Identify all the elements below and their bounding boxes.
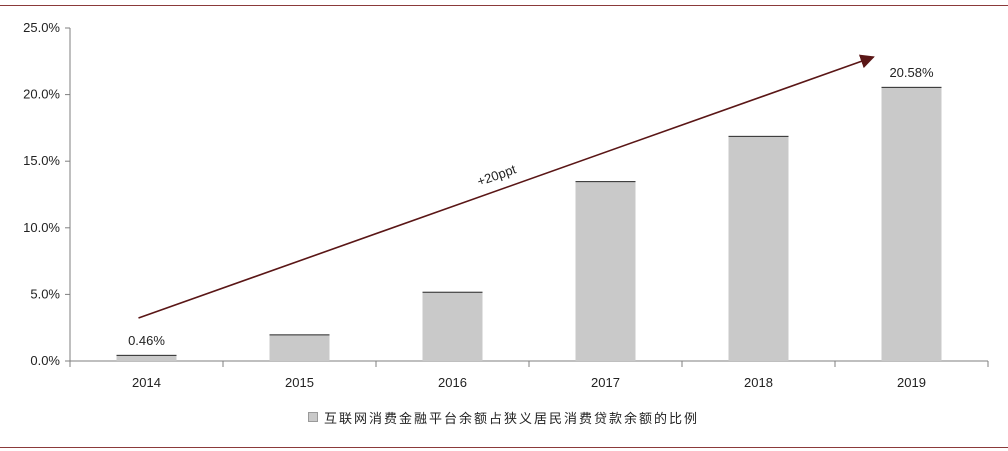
x-axis: 2014 2015 2016 2017 2018 2019 bbox=[69, 360, 989, 390]
y-axis: 0.0% 5.0% 10.0% 15.0% 20.0% 25.0% bbox=[23, 20, 71, 368]
x-tick-label: 2014 bbox=[132, 375, 161, 390]
bar-2016 bbox=[422, 291, 483, 361]
y-tick-label: 0.0% bbox=[30, 353, 60, 368]
data-labels: 0.46% 20.58% bbox=[128, 65, 934, 348]
y-tick-label: 5.0% bbox=[30, 286, 60, 301]
legend-swatch bbox=[308, 412, 318, 422]
bar-2018 bbox=[728, 135, 789, 361]
x-tick-label: 2018 bbox=[744, 375, 773, 390]
legend-label: 互联网消费金融平台余额占狭义居民消费贷款余额的比例 bbox=[324, 411, 700, 427]
bar-2017 bbox=[575, 181, 636, 361]
x-tick-label: 2017 bbox=[591, 375, 620, 390]
bottom-rule bbox=[0, 447, 1008, 448]
y-tick-label: 20.0% bbox=[23, 87, 60, 102]
trend-arrow bbox=[138, 54, 875, 319]
bar-2019 bbox=[881, 86, 942, 362]
data-label-2014: 0.46% bbox=[128, 333, 165, 348]
x-tick-label: 2015 bbox=[285, 375, 314, 390]
top-rule bbox=[0, 5, 1008, 6]
data-label-2019: 20.58% bbox=[889, 65, 934, 80]
x-tick-label: 2016 bbox=[438, 375, 467, 390]
y-tick-label: 25.0% bbox=[23, 20, 60, 35]
bar-series bbox=[116, 86, 942, 362]
legend: 互联网消费金融平台余额占狭义居民消费贷款余额的比例 bbox=[308, 407, 699, 427]
y-tick-label: 10.0% bbox=[23, 220, 60, 235]
y-tick-label: 15.0% bbox=[23, 153, 60, 168]
bar-2014 bbox=[116, 354, 177, 361]
x-tick-label: 2019 bbox=[897, 375, 926, 390]
bar-2015 bbox=[269, 334, 330, 361]
